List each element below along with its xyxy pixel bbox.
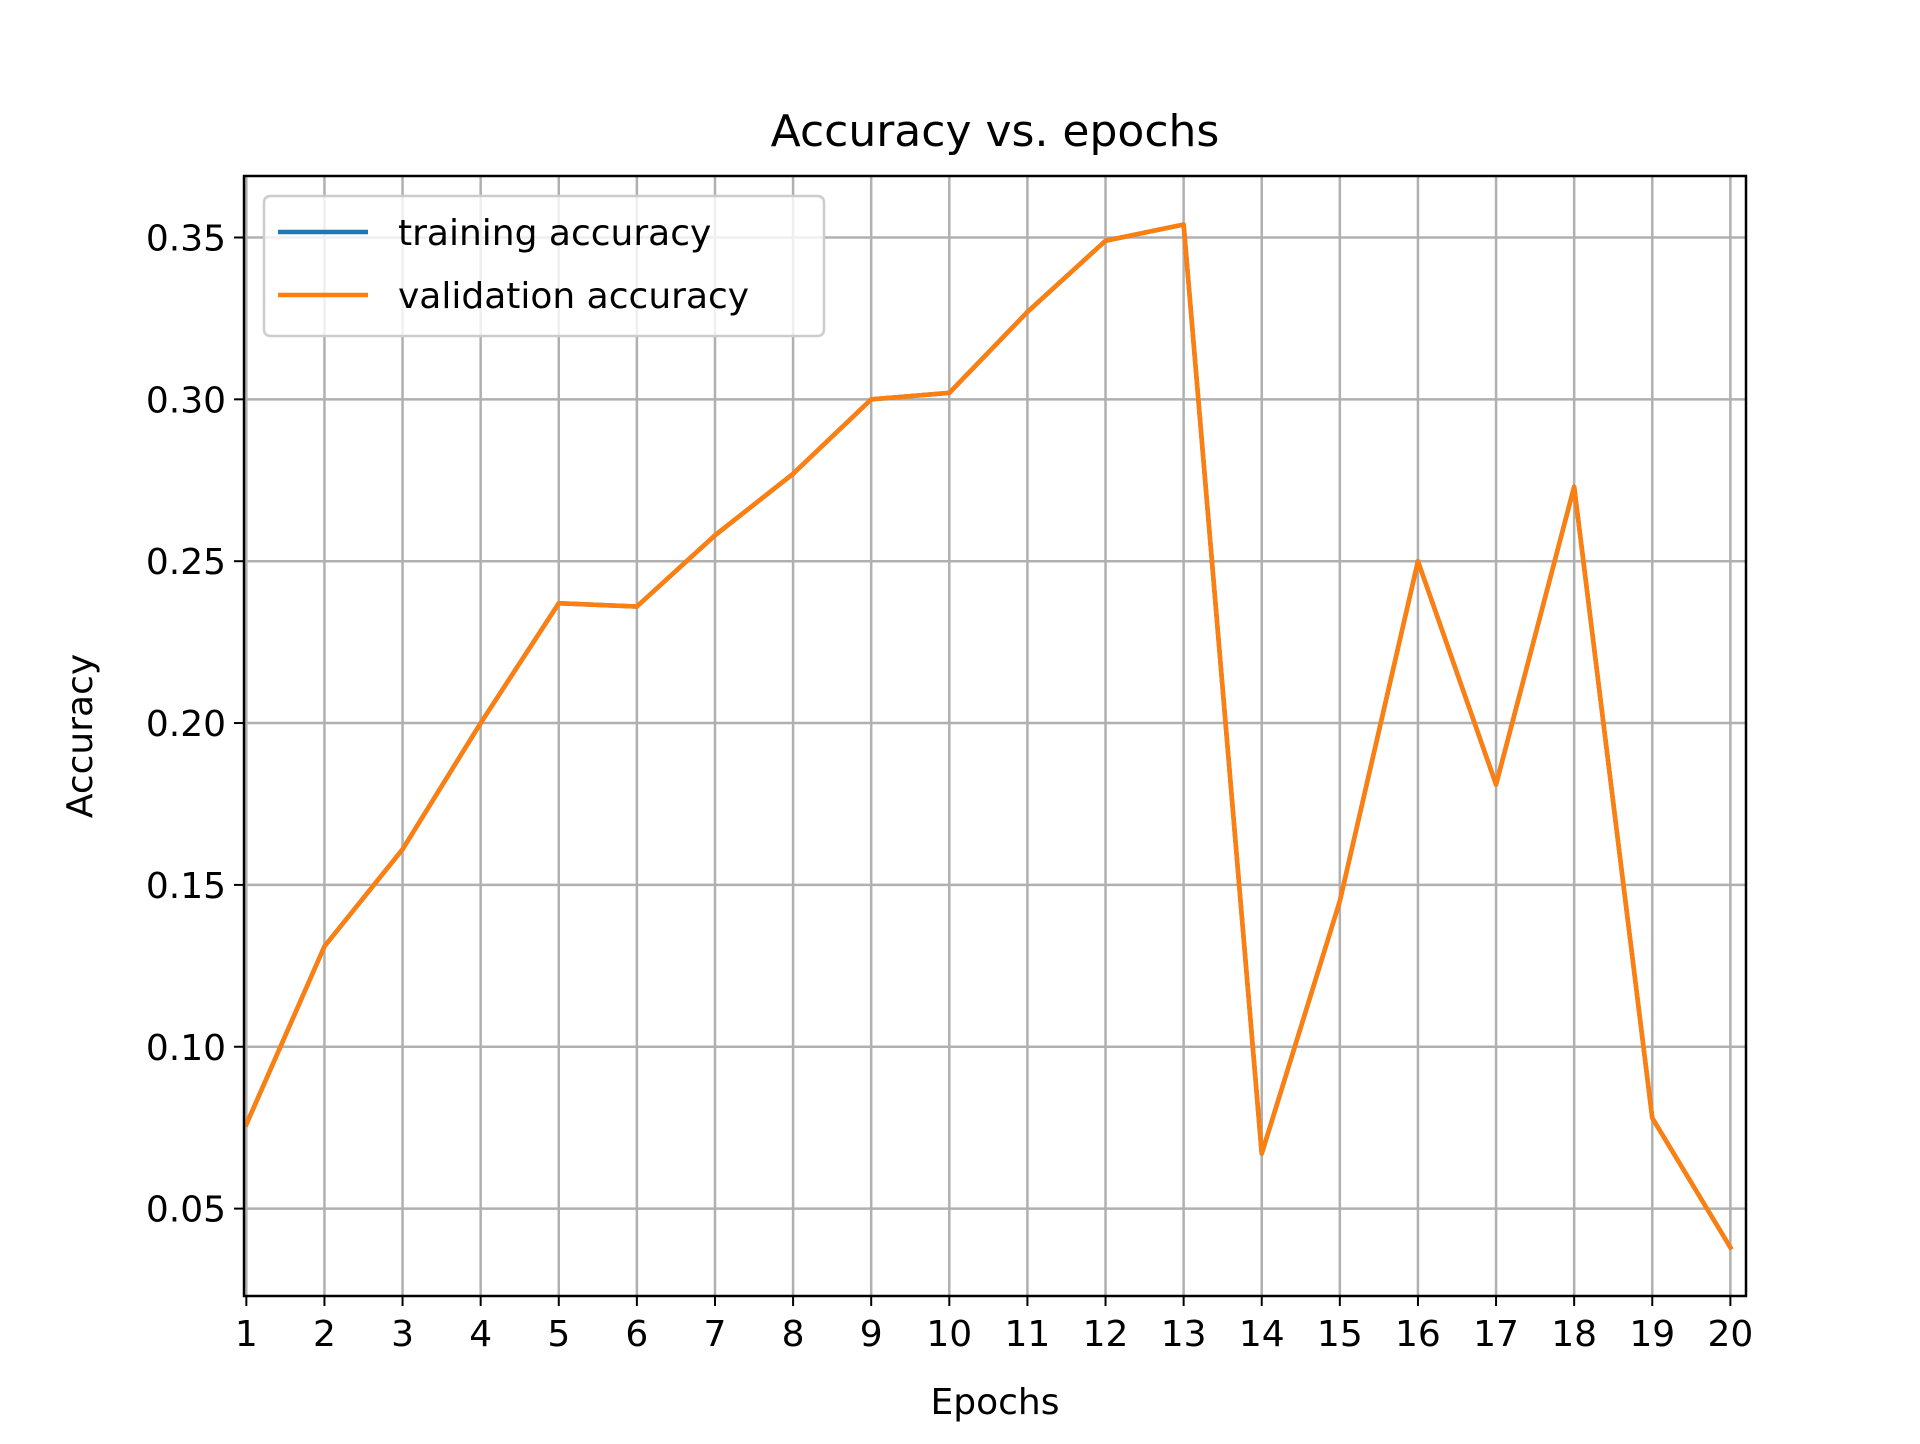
- x-tick-label: 7: [704, 1314, 727, 1355]
- x-tick-label: 19: [1629, 1314, 1675, 1355]
- legend-box: [262, 194, 826, 338]
- x-tick-label: 17: [1473, 1314, 1519, 1355]
- x-tick-label: 12: [1083, 1314, 1129, 1355]
- y-axis-label: Accuracy: [60, 654, 101, 818]
- x-tick-label: 9: [860, 1314, 883, 1355]
- series-lines: [243, 222, 1734, 1251]
- y-tick-label: 0.15: [146, 866, 226, 907]
- y-tick-label: 0.05: [146, 1190, 226, 1231]
- x-tick-label: 5: [547, 1314, 570, 1355]
- plot-area-frame: [242, 174, 1748, 1298]
- x-tick-label: 13: [1161, 1314, 1207, 1355]
- y-tick-label: 0.10: [146, 1028, 226, 1069]
- x-tick-label: 14: [1239, 1314, 1285, 1355]
- chart-title: Accuracy vs. epochs: [771, 106, 1220, 157]
- x-tick-label: 16: [1395, 1314, 1441, 1355]
- series-line-validation: [243, 222, 1734, 1251]
- y-tick-label: 0.20: [146, 704, 226, 745]
- x-tick-label: 11: [1005, 1314, 1051, 1355]
- x-tick-label: 15: [1317, 1314, 1363, 1355]
- x-tick-label: 1: [235, 1314, 258, 1355]
- x-tick-label: 10: [926, 1314, 972, 1355]
- x-tick-label: 3: [391, 1314, 414, 1355]
- legend: training accuracy validation accuracy: [262, 194, 826, 338]
- x-tick-label: 8: [782, 1314, 805, 1355]
- x-tick-label: 20: [1707, 1314, 1753, 1355]
- legend-label-validation: validation accuracy: [398, 276, 749, 317]
- y-tick-label: 0.35: [146, 219, 226, 260]
- y-tick-label: 0.30: [146, 380, 226, 421]
- x-axis-label: Epochs: [931, 1382, 1060, 1423]
- x-tick-label: 4: [469, 1314, 492, 1355]
- grid-lines: [244, 176, 1746, 1296]
- x-tick-label: 18: [1551, 1314, 1597, 1355]
- x-tick-label: 6: [625, 1314, 648, 1355]
- axis-ticks: 1 2 3 4 5 6 7 8 9 10 11 12 13 14 15 16 17 18 19 200.050.100…: [146, 219, 1753, 1355]
- legend-label-training: training accuracy: [398, 213, 711, 254]
- x-tick-label: 2: [313, 1314, 336, 1355]
- y-tick-label: 0.25: [146, 542, 226, 583]
